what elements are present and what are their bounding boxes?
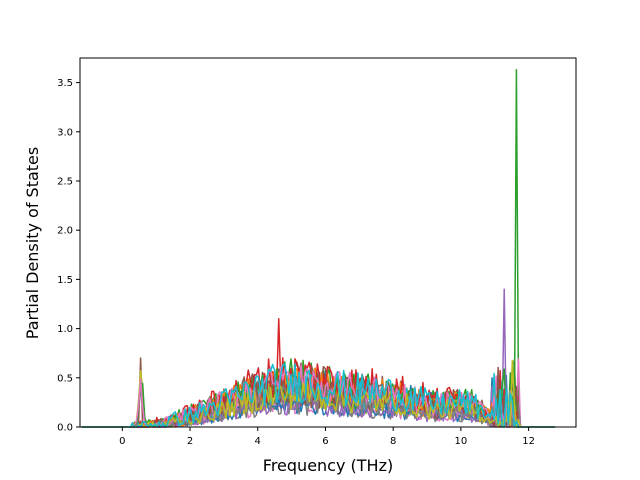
y-tick-label: 3.5 xyxy=(57,78,73,89)
y-tick-label: 2.5 xyxy=(57,177,73,188)
x-tick-label: 4 xyxy=(255,436,261,447)
x-tick-label: 2 xyxy=(187,436,193,447)
y-tick-label: 0.5 xyxy=(57,373,73,384)
x-tick-label: 10 xyxy=(455,436,468,447)
y-tick-label: 3.0 xyxy=(57,127,73,138)
plot-frame xyxy=(79,57,577,428)
x-tick-label: 6 xyxy=(322,436,328,447)
series-line xyxy=(81,362,556,428)
y-axis-ticks: 0.0 0.5 1.0 1.5 2.0 2.5 3.0 3.5 xyxy=(57,78,80,434)
x-tick-label: 8 xyxy=(390,436,396,447)
y-tick-label: 2.0 xyxy=(57,226,73,237)
series-line xyxy=(81,386,556,428)
x-axis-label: Frequency (THz) xyxy=(263,456,393,475)
y-tick-label: 1.5 xyxy=(57,275,73,286)
y-tick-label: 1.0 xyxy=(57,324,73,335)
x-axis-ticks: 0 2 4 6 8 10 12 xyxy=(119,427,535,447)
x-tick-label: 12 xyxy=(522,436,535,447)
y-axis-label: Partial Density of States xyxy=(23,147,42,339)
x-tick-label: 0 xyxy=(119,436,125,447)
y-tick-label: 0.0 xyxy=(57,423,73,434)
